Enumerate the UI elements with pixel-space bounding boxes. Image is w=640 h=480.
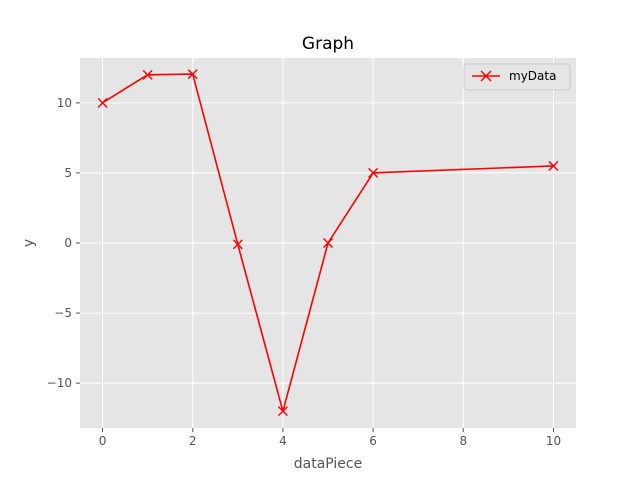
data-point-x-marker — [368, 167, 379, 178]
x-tick-label: 10 — [546, 434, 561, 448]
y-tick-label: 10 — [57, 96, 72, 110]
data-point-x-marker — [232, 239, 243, 250]
x-tick-label: 6 — [369, 434, 377, 448]
x-tick-label: 0 — [99, 434, 107, 448]
ticks: 0 2 4 6 8 10 −10 −5 0 5 10 — [47, 96, 561, 448]
y-tick-label: 0 — [64, 236, 72, 250]
y-tick-label: 5 — [64, 166, 72, 180]
x-tick-label: 4 — [279, 434, 287, 448]
grid — [80, 58, 576, 428]
data-point-x-marker — [142, 69, 153, 80]
data-point-x-marker — [548, 160, 559, 171]
data-point-x-marker — [187, 69, 198, 80]
chart-title: Graph — [302, 34, 354, 54]
data-point-x-marker — [323, 238, 333, 248]
y-axis-label: y — [21, 239, 37, 247]
data-point-x-marker — [277, 406, 288, 417]
data-point-x-marker — [97, 97, 108, 108]
series-layer — [97, 69, 559, 417]
y-tick-label: −10 — [47, 376, 72, 390]
series-line — [102, 73, 554, 413]
legend: myData — [463, 63, 571, 91]
y-tick-label: −5 — [54, 306, 72, 320]
legend-label: myData — [509, 69, 556, 83]
x-axis-label: dataPiece — [294, 456, 362, 472]
x-tick-label: 2 — [189, 434, 197, 448]
legend-marker-x-icon — [480, 70, 492, 82]
legend-box — [463, 63, 571, 91]
x-tick-label: 8 — [459, 434, 467, 448]
